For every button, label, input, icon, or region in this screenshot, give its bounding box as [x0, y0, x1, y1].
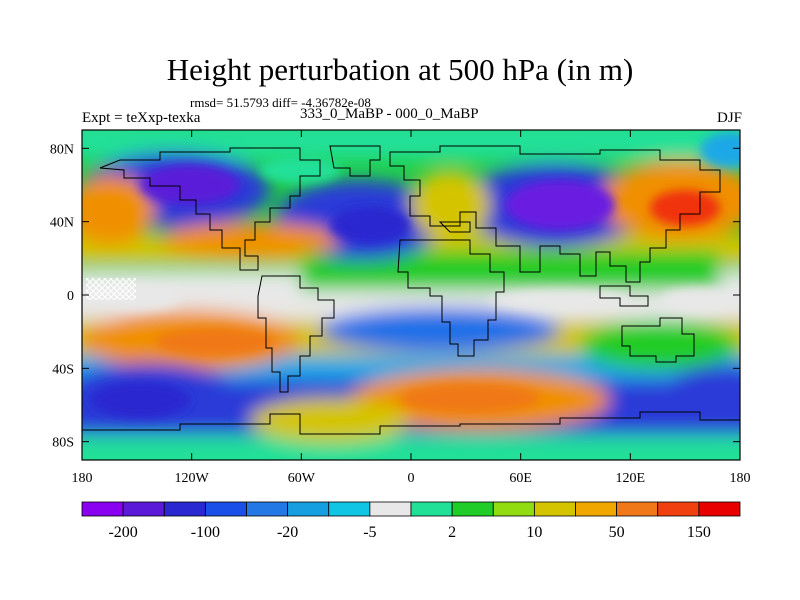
y-tick-label: 40S [52, 362, 74, 377]
x-tick-label: 60E [509, 471, 532, 486]
colorbar-swatch [122, 501, 165, 517]
x-axis: 180 120W 60W 0 60E 120E 180 [72, 130, 751, 486]
y-tick-label: 80S [52, 436, 74, 451]
coast-south-america [257, 275, 335, 393]
x-tick-label: 180 [730, 471, 751, 486]
x-tick-label: 60W [288, 471, 316, 486]
x-tick-label: 180 [72, 471, 93, 486]
season-label: DJF [716, 110, 742, 126]
hatch-region [86, 278, 136, 300]
map-title: Height perturbation at 500 hPa (in m) [166, 52, 634, 87]
field-cores [90, 132, 740, 418]
y-tick-label: 80N [50, 142, 74, 157]
colorbar-label: 50 [609, 524, 625, 541]
coast-southeast-asia [599, 285, 649, 307]
coast-mediterranean [438, 221, 471, 233]
colorbar-swatch [451, 501, 494, 517]
experiment-label: Expt = teXxp-texka [82, 110, 201, 126]
colorbar-swatch [616, 501, 659, 517]
colorbar-label: -100 [191, 524, 220, 541]
coast-north-america [99, 147, 321, 271]
colorbar-swatch [575, 501, 618, 517]
colorbar-swatch [657, 501, 700, 517]
colorbar-label: 10 [526, 524, 542, 541]
colorbar-swatch [492, 501, 535, 517]
colorbar-swatch [410, 501, 453, 517]
y-tick-label: 0 [67, 289, 74, 304]
colorbar-swatch [204, 501, 247, 517]
colorbar-swatch [163, 501, 206, 517]
y-tick-label: 40N [50, 216, 74, 231]
colorbar-label: -200 [108, 524, 137, 541]
colorbar-swatch [533, 501, 576, 517]
colorbar-swatch [81, 501, 124, 517]
x-tick-label: 120W [175, 471, 210, 486]
coast-australia [621, 317, 695, 363]
coastlines [82, 145, 740, 435]
x-tick-label: 0 [408, 471, 415, 486]
colorbar-label: 2 [448, 524, 456, 541]
colorbar-swatch [698, 501, 741, 517]
colorbar-label: -20 [277, 524, 298, 541]
height-field [82, 130, 740, 460]
coast-africa [397, 239, 505, 357]
colorbar-swatch [246, 501, 289, 517]
period-label: 333_0_MaBP - 000_0_MaBP [300, 106, 479, 122]
colorbar-swatch [287, 501, 330, 517]
colorbar: -200 -100 -20 -5 2 10 50 150 [81, 501, 741, 541]
colorbar-label: 150 [687, 524, 711, 541]
colorbar-swatch [369, 501, 412, 517]
colorbar-swatch [328, 501, 371, 517]
coast-antarctica [82, 411, 740, 435]
coast-eurasia [389, 145, 721, 283]
x-tick-label: 120E [616, 471, 646, 486]
stats-label: rmsd= 51.5793 diff= -4.36782e-08 [190, 95, 371, 110]
y-axis: 80N 40N 0 40S 80S [50, 142, 740, 451]
colorbar-label: -5 [363, 524, 376, 541]
coast-greenland [329, 145, 381, 177]
